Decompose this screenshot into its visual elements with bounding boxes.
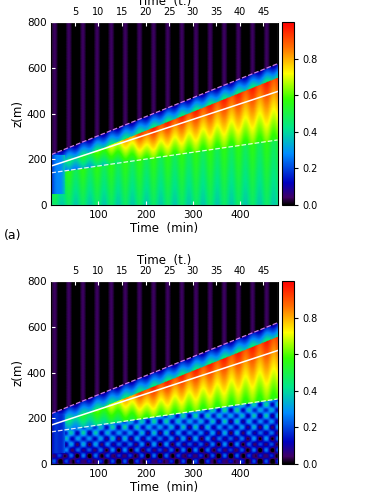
X-axis label: Time  (min): Time (min) — [130, 482, 199, 495]
X-axis label: Time  (t.): Time (t.) — [137, 0, 192, 7]
Y-axis label: z(m): z(m) — [11, 359, 24, 386]
Text: (a): (a) — [4, 229, 21, 242]
X-axis label: Time  (min): Time (min) — [130, 222, 199, 236]
X-axis label: Time  (t.): Time (t.) — [137, 254, 192, 267]
Y-axis label: z(m): z(m) — [11, 100, 24, 127]
